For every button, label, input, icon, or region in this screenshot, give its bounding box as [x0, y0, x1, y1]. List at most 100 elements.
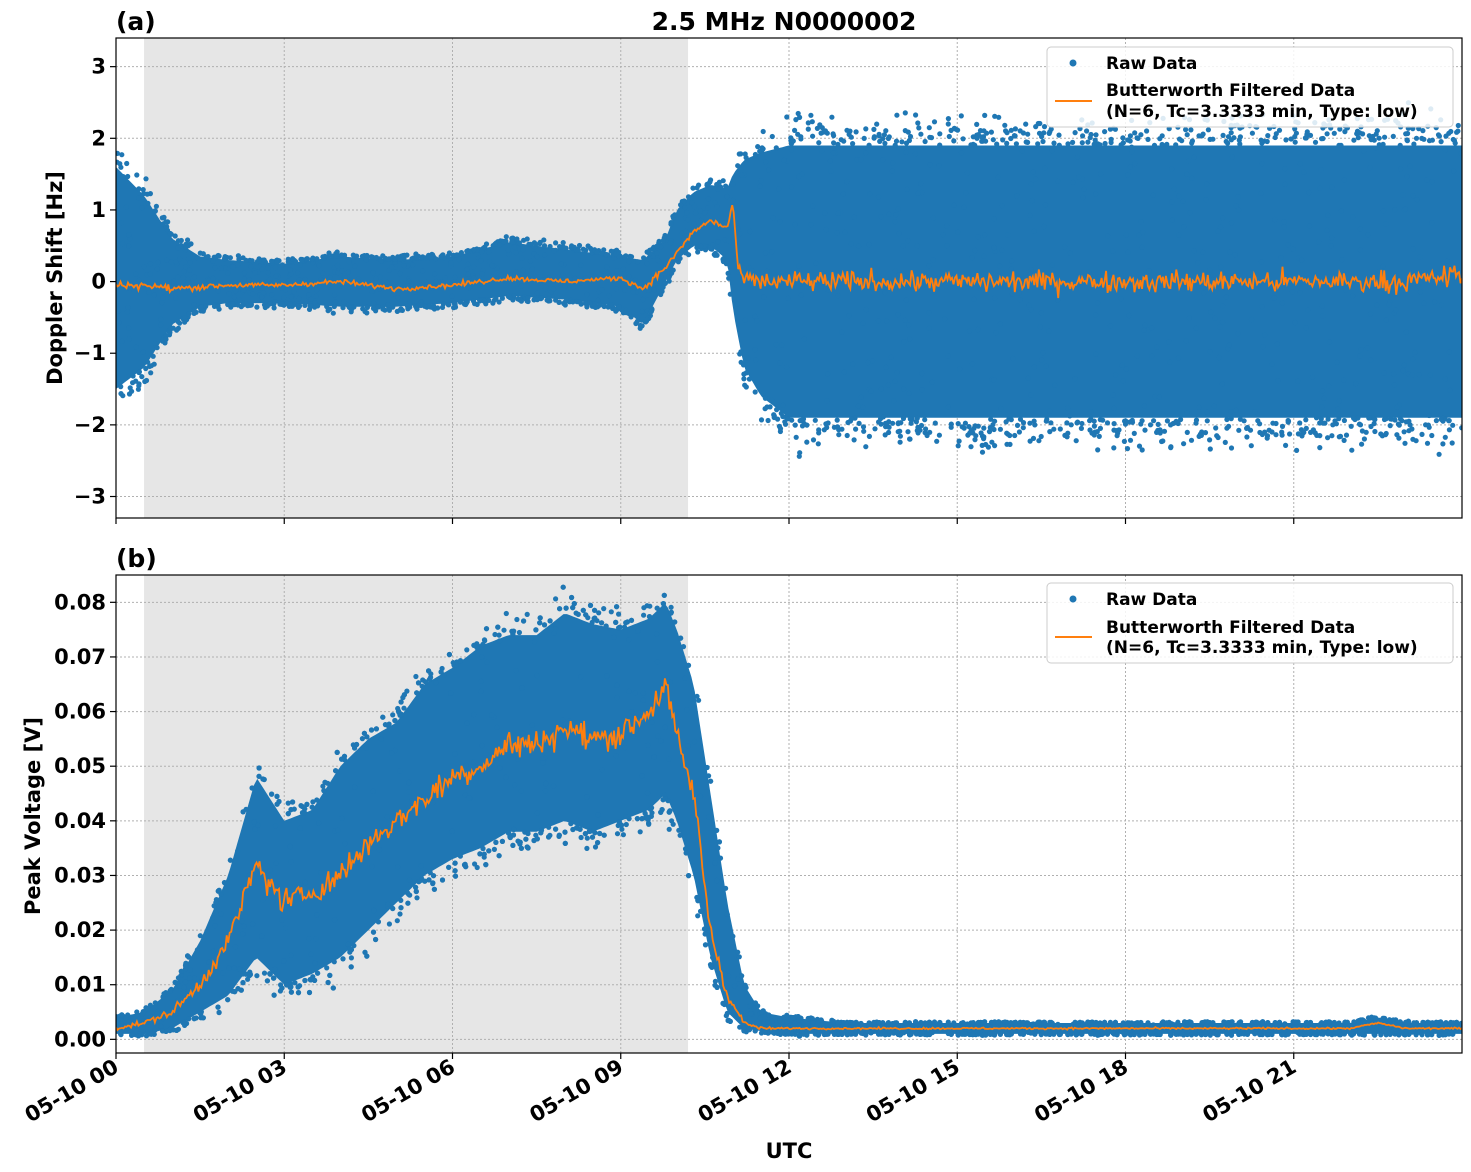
raw-data-point: [1049, 148, 1055, 154]
raw-data-point: [1204, 181, 1210, 187]
raw-data-point: [584, 291, 590, 298]
raw-data-point: [906, 390, 912, 396]
raw-data-point: [175, 245, 181, 251]
raw-data-point: [706, 773, 712, 779]
raw-data-point: [810, 1020, 816, 1026]
raw-data-point: [918, 422, 925, 429]
raw-data-point: [160, 221, 166, 227]
raw-data-point: [752, 1000, 759, 1006]
raw-data-point: [569, 594, 575, 601]
raw-data-point: [1283, 442, 1289, 448]
raw-data-point: [1338, 208, 1344, 214]
raw-data-point: [181, 984, 187, 991]
raw-data-point: [931, 119, 938, 125]
raw-data-point: [1312, 430, 1318, 436]
raw-data-point: [831, 424, 838, 430]
raw-data-point: [628, 617, 635, 623]
raw-data-point: [430, 881, 436, 887]
raw-data-point: [1407, 163, 1413, 169]
raw-data-point: [714, 252, 720, 258]
raw-data-point: [1140, 229, 1146, 235]
raw-data-point: [375, 919, 381, 925]
raw-data-point: [1348, 423, 1354, 429]
raw-data-point: [1217, 324, 1223, 330]
raw-data-point: [346, 259, 352, 265]
raw-data-point: [287, 301, 293, 307]
raw-data-point: [926, 310, 932, 316]
raw-data-point: [571, 601, 577, 607]
raw-data-point: [546, 296, 552, 302]
raw-data-point: [527, 258, 534, 264]
raw-data-point: [295, 990, 302, 996]
raw-data-point: [658, 738, 664, 744]
raw-data-point: [1204, 409, 1210, 415]
raw-data-point: [509, 628, 515, 634]
raw-data-point: [1180, 198, 1186, 204]
raw-data-point: [937, 131, 943, 137]
raw-data-point: [804, 422, 810, 428]
raw-data-point: [235, 986, 241, 992]
raw-data-point: [698, 908, 704, 914]
raw-data-point: [1129, 144, 1135, 150]
raw-data-point: [576, 242, 583, 249]
raw-data-point: [630, 733, 637, 739]
raw-data-point: [524, 236, 530, 242]
raw-data-point: [133, 271, 139, 277]
raw-data-point: [401, 705, 407, 711]
raw-data-point: [333, 253, 339, 259]
raw-data-point: [702, 247, 709, 253]
raw-data-point: [167, 988, 173, 994]
raw-data-point: [885, 382, 892, 388]
raw-data-point: [884, 318, 890, 324]
raw-data-point: [347, 305, 353, 311]
raw-data-point: [737, 351, 743, 357]
raw-data-point: [796, 1022, 802, 1028]
raw-data-point: [320, 270, 326, 276]
raw-data-point: [269, 258, 275, 264]
raw-data-point: [419, 683, 425, 689]
raw-data-point: [716, 179, 723, 185]
raw-data-point: [136, 369, 142, 375]
legend-filtered-label-a: Butterworth Filtered Data: [1106, 81, 1355, 101]
raw-data-point: [334, 249, 340, 255]
raw-data-point: [281, 294, 287, 301]
raw-data-point: [330, 985, 336, 991]
raw-data-point: [1111, 405, 1117, 411]
raw-data-point: [781, 157, 787, 163]
raw-data-point: [1111, 421, 1117, 427]
raw-data-point: [1386, 1025, 1392, 1031]
y-tick-label: −2: [74, 413, 106, 437]
raw-data-point: [573, 610, 579, 616]
raw-data-point: [1188, 127, 1194, 133]
raw-data-point: [1329, 235, 1335, 241]
raw-data-point: [992, 1031, 998, 1037]
raw-data-point: [302, 276, 308, 283]
raw-data-point: [682, 675, 688, 681]
raw-data-point: [951, 138, 957, 144]
raw-data-point: [1433, 418, 1439, 424]
raw-data-point: [279, 262, 285, 268]
raw-data-point: [154, 266, 160, 272]
raw-data-point: [284, 982, 290, 988]
raw-data-point: [297, 825, 303, 831]
raw-data-point: [560, 717, 566, 723]
raw-data-point: [955, 127, 961, 133]
raw-data-point: [621, 254, 628, 260]
raw-data-point: [506, 830, 512, 836]
raw-data-point: [1237, 416, 1243, 422]
raw-data-point: [391, 291, 397, 297]
raw-data-point: [577, 299, 583, 305]
raw-data-point: [152, 340, 158, 346]
raw-data-point: [1380, 208, 1387, 214]
raw-data-point: [1228, 137, 1234, 143]
raw-data-point: [1412, 349, 1418, 355]
raw-data-point: [641, 612, 647, 618]
raw-data-point: [1188, 1019, 1194, 1025]
raw-data-point: [212, 923, 218, 929]
raw-data-point: [525, 845, 531, 851]
x-tick-label: 05-10 00: [21, 1055, 123, 1128]
raw-data-point: [279, 917, 285, 923]
raw-data-point: [136, 383, 142, 389]
raw-data-point: [477, 851, 483, 857]
raw-data-point: [572, 275, 578, 282]
